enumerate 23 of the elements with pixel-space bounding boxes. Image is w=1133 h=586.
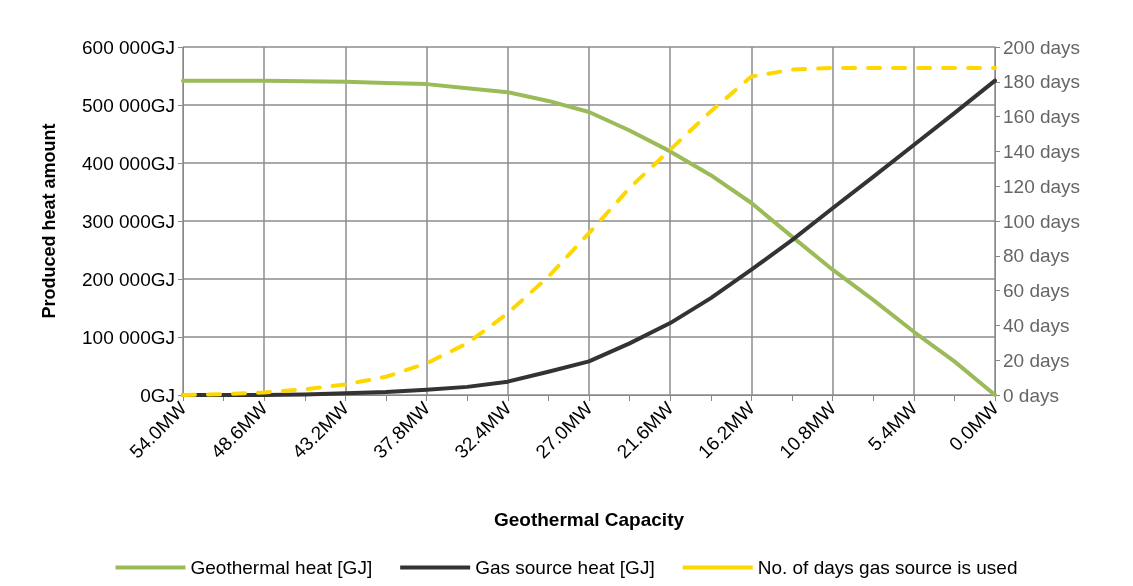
y-tick-label: 100 000GJ bbox=[82, 326, 175, 348]
y-axis-title: Produced heat amount bbox=[39, 123, 59, 319]
y-tick-label: 300 000GJ bbox=[82, 210, 175, 232]
y-tick-label: 600 000GJ bbox=[82, 36, 175, 58]
x-axis-title: Geothermal Capacity bbox=[493, 509, 685, 530]
legend-label: Gas source heat [GJ] bbox=[475, 557, 655, 578]
y2-tick-label: 120 days bbox=[1003, 175, 1081, 197]
y2-tick-label: 0 days bbox=[1003, 384, 1059, 406]
y2-tick-label: 40 days bbox=[1003, 314, 1070, 336]
legend-label: No. of days gas source is used bbox=[757, 557, 1018, 578]
y2-tick-label: 100 days bbox=[1003, 210, 1081, 232]
y-tick-label: 500 000GJ bbox=[82, 94, 175, 116]
y-tick-label: 0GJ bbox=[140, 384, 175, 406]
y2-tick-label: 20 days bbox=[1003, 349, 1070, 371]
y2-tick-label: 160 days bbox=[1003, 106, 1081, 128]
y2-tick-label: 80 days bbox=[1003, 245, 1070, 267]
y2-tick-label: 60 days bbox=[1003, 280, 1070, 302]
y2-tick-label: 200 days bbox=[1003, 36, 1081, 58]
y2-tick-label: 140 days bbox=[1003, 140, 1081, 162]
y-tick-label: 200 000GJ bbox=[82, 268, 175, 290]
legend-label: Geothermal heat [GJ] bbox=[190, 557, 373, 578]
y-tick-label: 400 000GJ bbox=[82, 152, 175, 174]
y2-tick-label: 180 days bbox=[1003, 71, 1081, 93]
